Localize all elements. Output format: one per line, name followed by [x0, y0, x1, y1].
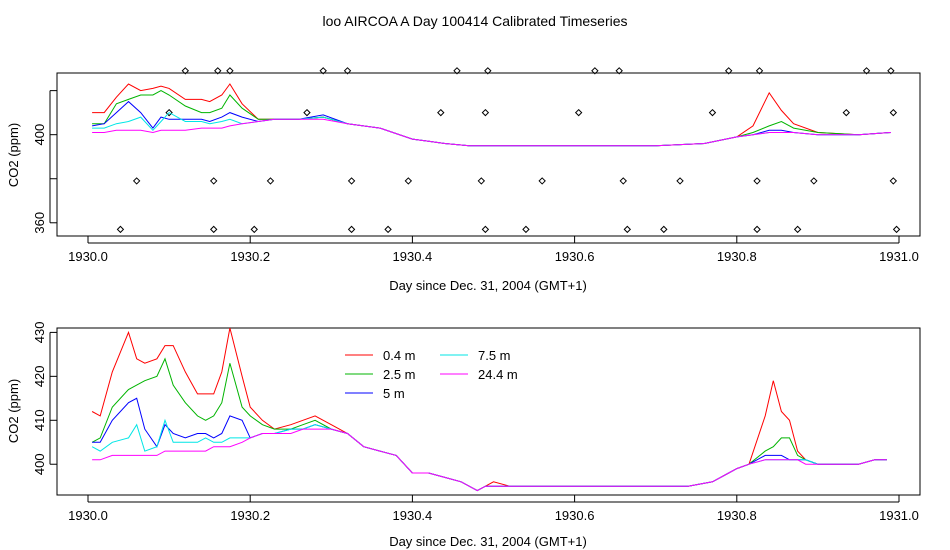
marker-point — [343, 67, 352, 75]
marker-point — [842, 108, 850, 117]
legend-label: 2.5 m — [383, 367, 416, 382]
top-x-axis: 1930.0 1930.2 1930.4 1930.6 1930.8 1931.0 — [68, 236, 919, 264]
bottom-panel: 1930.0 1930.2 1930.4 1930.6 1930.8 1931.0 400… — [6, 322, 921, 549]
legend-label: 24.4 m — [478, 367, 518, 382]
marker-point — [889, 177, 898, 185]
marker-point — [615, 67, 623, 75]
marker-point — [522, 225, 530, 234]
marker-point — [214, 67, 222, 75]
marker-point — [753, 177, 761, 185]
series-line-5-mm — [92, 397, 887, 492]
bottom-y-axis-label: CO2 (ppm) — [6, 379, 21, 443]
marker-point — [319, 67, 327, 75]
bottom-y-axis: 400 410 420 430 — [32, 322, 57, 475]
marker-point — [266, 177, 275, 185]
marker-point — [623, 225, 632, 234]
marker-point — [181, 67, 190, 75]
y-tick-label: 360 — [32, 212, 47, 234]
marker-point — [660, 225, 668, 234]
y-tick-label: 400 — [32, 453, 47, 475]
bottom-x-axis-label: Day since Dec. 31, 2004 (GMT+1) — [389, 534, 587, 549]
legend-label: 0.4 m — [383, 348, 416, 363]
x-tick-label: 1930.6 — [555, 249, 595, 264]
series-line-7-5-mm — [92, 111, 891, 147]
top-y-axis: 360 400 — [32, 90, 57, 234]
x-tick-label: 1931.0 — [879, 249, 919, 264]
marker-point — [810, 177, 818, 185]
x-tick-label: 1930.4 — [393, 508, 433, 523]
x-tick-label: 1930.8 — [717, 249, 757, 264]
top-series-layer — [92, 83, 891, 147]
marker-point — [477, 177, 486, 185]
x-tick-label: 1930.0 — [68, 508, 108, 523]
top-marker-layer — [116, 67, 901, 234]
legend: 0.4 m 2.5 m 5 m 7.5 m 24.4 m — [345, 348, 518, 401]
marker-point — [619, 177, 627, 185]
marker-point — [132, 177, 141, 185]
top-y-axis-label: CO2 (ppm) — [6, 123, 21, 187]
marker-point — [591, 67, 599, 75]
marker-point — [793, 225, 802, 234]
marker-point — [724, 67, 733, 75]
bottom-plot-frame — [56, 327, 921, 496]
marker-point — [347, 225, 356, 234]
x-tick-label: 1930.0 — [68, 249, 108, 264]
marker-point — [250, 225, 258, 234]
x-tick-label: 1930.2 — [230, 508, 270, 523]
series-line-24-4-mm — [92, 118, 891, 147]
bottom-x-axis: 1930.0 1930.2 1930.4 1930.6 1930.8 1931.0 — [68, 495, 919, 523]
series-line-2-5-mm — [92, 90, 891, 147]
x-tick-label: 1931.0 — [879, 508, 919, 523]
marker-point — [708, 108, 717, 117]
x-tick-label: 1930.4 — [393, 249, 433, 264]
marker-point — [887, 67, 895, 75]
marker-point — [437, 108, 445, 117]
marker-point — [892, 225, 901, 234]
y-tick-label: 420 — [32, 365, 47, 387]
y-tick-label: 430 — [32, 322, 47, 344]
legend-label: 5 m — [383, 386, 405, 401]
marker-point — [889, 108, 898, 117]
marker-point — [116, 225, 125, 234]
marker-point — [209, 177, 218, 185]
legend-label: 7.5 m — [478, 348, 511, 363]
marker-point — [165, 108, 173, 117]
figure-title: loo AIRCOA A Day 100414 Calibrated Times… — [322, 13, 627, 29]
marker-point — [209, 225, 218, 234]
marker-point — [481, 108, 490, 117]
series-line-24-4-mm — [92, 428, 887, 492]
marker-point — [481, 225, 490, 234]
marker-point — [753, 225, 761, 234]
marker-point — [574, 108, 583, 117]
marker-point — [226, 67, 234, 75]
marker-point — [755, 67, 764, 75]
x-tick-label: 1930.6 — [555, 508, 595, 523]
marker-point — [538, 177, 546, 185]
x-tick-label: 1930.8 — [717, 508, 757, 523]
top-plot-frame — [56, 72, 921, 237]
top-x-axis-label: Day since Dec. 31, 2004 (GMT+1) — [389, 278, 587, 293]
marker-point — [384, 225, 392, 234]
marker-point — [303, 108, 311, 117]
marker-point — [453, 67, 461, 75]
top-panel: 1930.0 1930.2 1930.4 1930.6 1930.8 1931.0 360… — [6, 67, 921, 293]
marker-point — [484, 67, 492, 75]
series-line-0-4-mm — [92, 83, 891, 147]
y-tick-label: 400 — [32, 124, 47, 146]
marker-point — [347, 177, 356, 185]
marker-point — [862, 67, 871, 75]
y-tick-label: 410 — [32, 409, 47, 431]
marker-point — [676, 177, 684, 185]
x-tick-label: 1930.2 — [230, 249, 270, 264]
bottom-series-layer — [91, 328, 887, 492]
marker-point — [404, 177, 413, 185]
